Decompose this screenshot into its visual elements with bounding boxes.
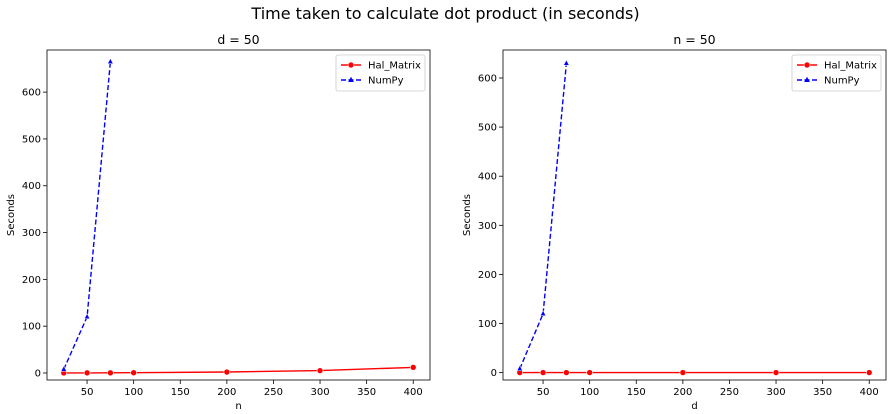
y-tick-label: 400 [478, 172, 497, 183]
legend: Hal_Matrix NumPy [791, 54, 882, 92]
data-point [563, 369, 570, 376]
y-tick-label: 600 [478, 73, 497, 84]
x-tick-label: 200 [217, 387, 236, 398]
y-tick-label: 300 [22, 228, 41, 239]
x-tick-label: 50 [81, 387, 94, 398]
y-tick-label: 200 [22, 275, 41, 286]
data-point [516, 364, 523, 371]
y-tick-label: 100 [478, 319, 497, 330]
y-tick-label: 400 [22, 181, 41, 192]
data-point [772, 369, 780, 376]
data-point [586, 369, 593, 376]
y-tick-label: 500 [22, 134, 41, 145]
x-tick-label: 250 [720, 387, 739, 398]
y-tick-label: 500 [478, 123, 497, 134]
x-tick-label: 150 [171, 387, 190, 398]
y-tick-label: 100 [22, 322, 41, 333]
x-tick-label: 150 [627, 387, 646, 398]
legend-marker [347, 61, 355, 69]
series-line-numpy [63, 61, 112, 370]
legend-marker [803, 61, 811, 69]
data-point [865, 369, 873, 376]
x-tick-label: 300 [310, 387, 329, 398]
legend-label: Hal_Matrix [824, 61, 877, 72]
data-point [679, 369, 687, 376]
data-point [563, 59, 570, 66]
figure-suptitle: Time taken to calculate dot product (in … [250, 4, 639, 23]
legend-label: NumPy [368, 76, 404, 87]
x-tick-label: 400 [404, 387, 423, 398]
data-point [316, 367, 324, 374]
x-tick-label: 350 [357, 387, 376, 398]
y-tick-label: 200 [478, 270, 497, 281]
legend-marker [804, 76, 810, 82]
y-axis-label: Seconds [462, 194, 473, 236]
data-point [409, 364, 417, 371]
y-axis-label: Seconds [6, 194, 17, 236]
data-point [539, 369, 547, 376]
chart-title: d = 50 [217, 32, 259, 47]
chart-title: n = 50 [673, 32, 715, 47]
data-point [107, 57, 114, 64]
data-point [539, 309, 547, 316]
y-tick-label: 0 [491, 368, 497, 379]
legend-frame [335, 54, 426, 92]
x-tick-label: 100 [580, 387, 599, 398]
data-point [130, 369, 137, 377]
y-tick-label: 300 [478, 221, 497, 232]
x-tick-label: 100 [124, 387, 143, 398]
x-tick-label: 50 [537, 387, 550, 398]
data-point [60, 365, 67, 372]
y-tick-label: 600 [22, 88, 41, 99]
plot-frame [502, 49, 887, 381]
x-tick-label: 400 [860, 387, 879, 398]
series-line-numpy [519, 63, 568, 369]
x-axis-label: n [235, 401, 241, 412]
y-tick-label: 0 [35, 368, 41, 379]
chart-right: n = 50 50 100 150 200 250 300 350 400 0 100 200 300 4… [462, 32, 887, 412]
x-tick-label: 250 [264, 387, 283, 398]
legend-marker [348, 76, 354, 82]
data-point [107, 369, 114, 377]
data-point [223, 368, 231, 376]
legend-label: NumPy [824, 76, 860, 87]
x-axis-label: d [691, 401, 697, 412]
x-tick-label: 300 [766, 387, 785, 398]
x-tick-label: 350 [813, 387, 832, 398]
x-tick-label: 200 [673, 387, 692, 398]
legend: Hal_Matrix NumPy [335, 54, 426, 92]
data-point [83, 313, 91, 320]
plot-frame [46, 49, 431, 381]
chart-left: d = 50 50 100 150 200 250 300 350 400 0 100 200 300 4… [6, 32, 431, 412]
data-point [83, 369, 91, 377]
legend-label: Hal_Matrix [368, 61, 421, 72]
series-line-hal-matrix [63, 366, 414, 374]
legend-frame [791, 54, 882, 92]
